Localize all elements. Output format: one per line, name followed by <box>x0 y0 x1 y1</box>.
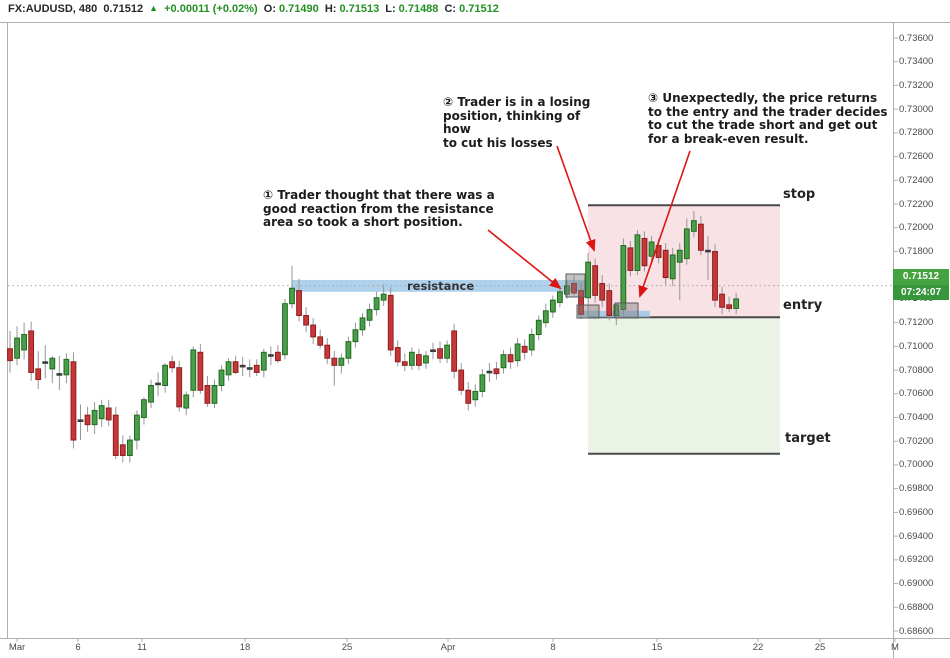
close-label: C: <box>444 3 457 15</box>
price-change: +0.00011 (+0.02%) <box>164 3 258 15</box>
close-value: 0.71512 <box>459 3 499 15</box>
low-label: L: <box>385 3 396 15</box>
high-label: H: <box>324 3 337 15</box>
symbol-title: FX:AUDUSD, 480 <box>8 3 98 15</box>
target-label: target <box>785 431 831 446</box>
annotation-1[interactable]: ① Trader thought that there was a good r… <box>263 188 495 229</box>
entry-label: entry <box>783 298 823 313</box>
low-value: 0.71488 <box>398 3 439 15</box>
open-label: O: <box>263 3 276 15</box>
high-value: 0.71513 <box>339 3 380 15</box>
current-price-value: 0.71512 <box>893 269 949 285</box>
symbol-legend[interactable]: FX:AUDUSD, 480 0.71512 ▲ +0.00011 (+0.02… <box>8 3 502 19</box>
open-value: 0.71490 <box>279 3 319 15</box>
annotation-3[interactable]: ③ Unexpectedly, the price returns to the… <box>648 91 888 146</box>
stop-label: stop <box>783 187 816 202</box>
resistance-label: resistance <box>407 279 475 293</box>
bar-countdown: 07:24:07 <box>893 285 949 300</box>
last-price: 0.71512 <box>103 3 144 15</box>
annotation-2[interactable]: ② Trader is in a losing position, thinki… <box>443 95 591 150</box>
current-price-flag[interactable]: 0.71512 07:24:07 <box>893 269 949 300</box>
up-triangle-icon: ▲ <box>149 3 159 13</box>
